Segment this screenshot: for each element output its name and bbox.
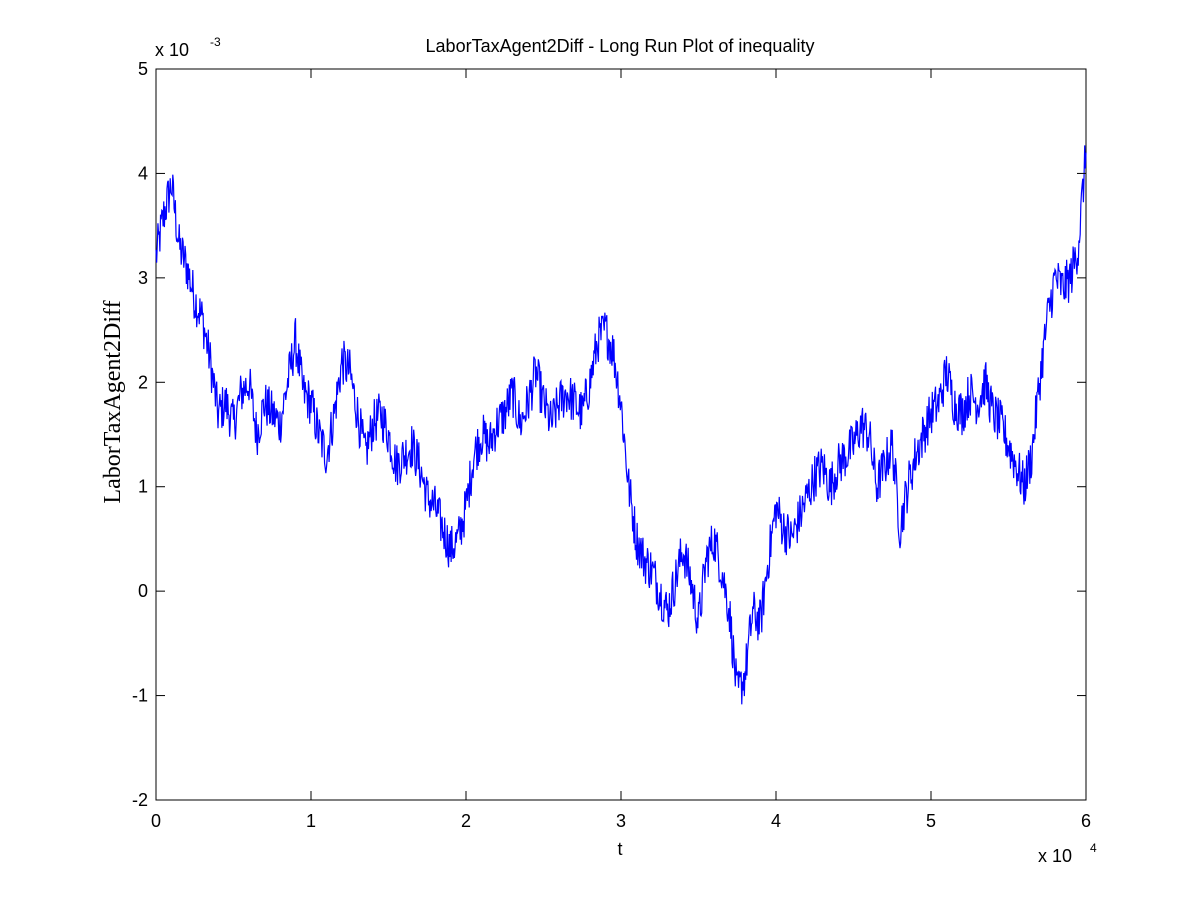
y-axis-multiplier-base: x 10 — [155, 40, 189, 60]
plot-area: 0 1 2 3 4 5 6 -2 -1 0 1 2 3 4 5 — [132, 59, 1091, 831]
y-axis-multiplier: x 10 -3 — [155, 35, 221, 60]
x-tick-label: 4 — [771, 811, 781, 831]
y-tick-label: 3 — [138, 268, 148, 288]
y-tick-label: 0 — [138, 581, 148, 601]
y-tick-label: -1 — [132, 686, 148, 706]
chart-title: LaborTaxAgent2Diff - Long Run Plot of in… — [426, 36, 815, 56]
y-axis-ticks: -2 -1 0 1 2 3 4 5 — [132, 59, 1086, 810]
axes-box — [155, 68, 1087, 801]
x-tick-label: 1 — [306, 811, 316, 831]
x-axis-ticks: 0 1 2 3 4 5 6 — [151, 69, 1091, 831]
x-tick-label: 0 — [151, 811, 161, 831]
y-tick-label: -2 — [132, 790, 148, 810]
y-axis-label: LaborTaxAgent2Diff — [100, 300, 126, 503]
series-line — [155, 145, 1087, 705]
y-tick-label: 4 — [138, 163, 148, 183]
y-tick-label: 5 — [138, 59, 148, 79]
y-tick-label: 2 — [138, 372, 148, 392]
x-tick-label: 2 — [461, 811, 471, 831]
y-axis-multiplier-exponent: -3 — [210, 35, 221, 49]
x-tick-label: 6 — [1081, 811, 1091, 831]
x-axis-multiplier: x 10 4 — [1038, 841, 1097, 866]
x-axis-label: t — [617, 839, 622, 859]
x-tick-label: 5 — [926, 811, 936, 831]
x-axis-multiplier-exponent: 4 — [1090, 841, 1097, 855]
x-axis-multiplier-base: x 10 — [1038, 846, 1072, 866]
y-tick-label: 1 — [138, 477, 148, 497]
x-tick-label: 3 — [616, 811, 626, 831]
